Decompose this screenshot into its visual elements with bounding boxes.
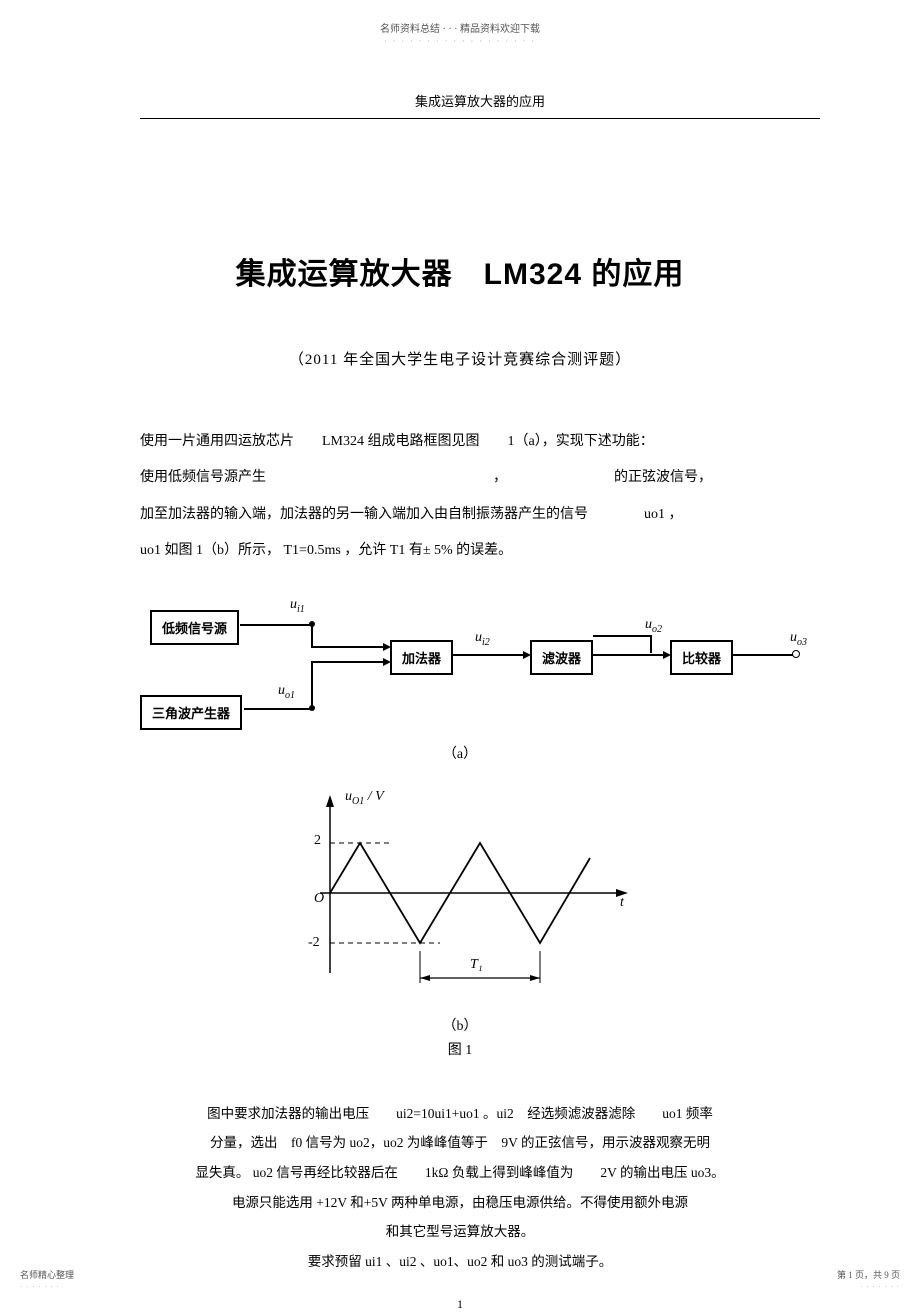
label-ui2: ui2 — [475, 630, 490, 648]
line — [244, 708, 312, 710]
line — [240, 624, 312, 626]
arrow-icon — [383, 658, 391, 666]
block-diagram-a: 低频信号源 三角波产生器 加法器 滤波器 比较器 ui1 uo1 ui2 uo2… — [140, 595, 840, 735]
para-line-1: 使用一片通用四运放芯片 LM324 组成电路框图见图 1（a），实现下述功能： — [140, 424, 780, 460]
para-2c: 的正弦波信号， — [614, 470, 712, 485]
label-uo2: uo2 — [645, 617, 662, 635]
block-comparator: 比较器 — [670, 640, 733, 675]
running-title: 集成运算放大器的应用 — [140, 91, 820, 119]
line — [593, 635, 651, 637]
arrow-icon — [383, 643, 391, 651]
footer-left: 名师精心整理 — [20, 1268, 74, 1281]
main-content: 集成运算放大器 LM324 的应用 （2011 年全国大学生电子设计竞赛综合测评… — [0, 249, 920, 1312]
line — [311, 646, 383, 648]
caption-b: （b） — [140, 1015, 780, 1035]
xlabel-t: t — [620, 895, 624, 911]
block-triangle: 三角波产生器 — [140, 695, 242, 730]
req-l4: 电源只能选用 +12V 和+5V 两种单电源，由稳压电源供给。不得使用额外电源 — [160, 1188, 760, 1218]
line — [733, 654, 793, 656]
para-2a: 使用低频信号源产生 — [140, 470, 266, 485]
output-terminal-icon — [792, 650, 800, 658]
label-ui1: ui1 — [290, 597, 305, 615]
ylabel: uO1 / V — [345, 789, 384, 807]
period-label: T₁ — [470, 957, 483, 973]
label-uo1: uo1 — [278, 683, 295, 701]
waveform-diagram: uO1 / V 2 -2 O t T₁ — [270, 783, 650, 1013]
line — [311, 661, 383, 663]
origin: O — [314, 891, 324, 907]
req-l5: 和其它型号运算放大器。 — [160, 1217, 760, 1247]
main-title: 集成运算放大器 LM324 的应用 — [140, 249, 780, 293]
arrow-icon — [523, 651, 531, 659]
req-l3: 显失真。 uo2 信号再经比较器后在 1kΩ 负载上得到峰峰值为 2V 的输出电… — [160, 1158, 760, 1188]
para-2b: ， — [493, 470, 507, 485]
diagram-b-container: uO1 / V 2 -2 O t T₁ （b） 图 1 — [140, 783, 780, 1059]
line — [453, 654, 523, 656]
arrow-icon — [663, 651, 671, 659]
subtitle: （2011 年全国大学生电子设计竞赛综合测评题） — [140, 348, 780, 369]
label-uo3: uo3 — [790, 630, 807, 648]
caption-a: （a） — [140, 743, 780, 763]
line — [311, 661, 313, 709]
ytick-2: 2 — [314, 833, 321, 849]
line — [593, 654, 663, 656]
req-l6: 要求预留 ui1 、ui2 、uo1、uo2 和 uo3 的测试端子。 — [160, 1247, 760, 1277]
para-line-4: uo1 如图 1（b）所示， T1=0.5ms ，允许 T1 有± 5% 的误差… — [140, 533, 780, 569]
ytick-neg2: -2 — [308, 935, 320, 951]
footer-right: 第 1 页，共 9 页 — [837, 1268, 900, 1281]
requirements-para: 图中要求加法器的输出电压 ui2=10ui1+uo1 。ui2 经选频滤波器滤除… — [140, 1099, 780, 1277]
line — [650, 635, 652, 653]
req-l1: 图中要求加法器的输出电压 ui2=10ui1+uo1 。ui2 经选频滤波器滤除… — [160, 1099, 760, 1129]
line — [311, 624, 313, 646]
page-number: 1 — [140, 1297, 780, 1312]
para-line-2: 使用低频信号源产生 ， 的正弦波信号， — [140, 460, 780, 496]
block-adder: 加法器 — [390, 640, 453, 675]
block-source: 低频信号源 — [150, 610, 239, 645]
intro-para: 使用一片通用四运放芯片 LM324 组成电路框图见图 1（a），实现下述功能： … — [140, 424, 780, 570]
header-dots: · · · · · · · · · · · · · · · · · · — [0, 37, 920, 46]
footer-dots-right: · · · · · · · — [860, 1283, 900, 1291]
para-line-3: 加至加法器的输入端，加法器的另一输入端加入由自制振荡器产生的信号 uo1 ， — [140, 497, 780, 533]
fig-label: 图 1 — [140, 1039, 780, 1059]
req-l2: 分量，选出 f0 信号为 uo2，uo2 为峰峰值等于 9V 的正弦信号，用示波… — [160, 1128, 760, 1158]
block-filter: 滤波器 — [530, 640, 593, 675]
footer-dots-left: · · · · · · · — [20, 1283, 60, 1291]
waveform-svg — [270, 783, 650, 1013]
header-note: 名师资料总结 · · · 精品资料欢迎下载 — [0, 0, 920, 35]
